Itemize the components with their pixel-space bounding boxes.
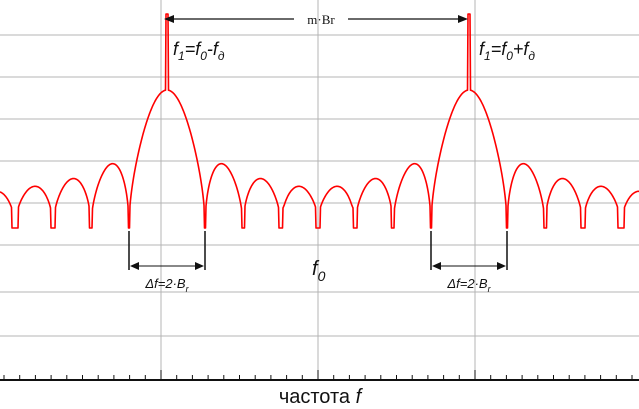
bandwidth-arrow: m·Br xyxy=(164,12,468,27)
left-lobe-width-marker: Δf=2·Br xyxy=(128,231,206,294)
right-lobe-width-marker: Δf=2·Br xyxy=(430,231,508,294)
grid xyxy=(0,0,639,380)
center-frequency-label: f0 xyxy=(312,258,326,284)
arrowhead-left xyxy=(164,15,174,23)
x-axis-ticks xyxy=(3,370,633,380)
spectrum-curve xyxy=(0,13,639,229)
x-axis xyxy=(0,370,639,381)
left-lobe-width-label: Δf=2·Br xyxy=(144,276,189,294)
right-lobe-width-label: Δf=2·Br xyxy=(446,276,491,294)
x-axis-label: частота f xyxy=(279,386,364,408)
arrowhead-right xyxy=(458,15,468,23)
bandwidth-label: m·Br xyxy=(307,12,335,27)
left-carrier-label: f1=f0-fд xyxy=(173,39,225,63)
right-carrier-label: f1=f0+fд xyxy=(479,39,535,63)
